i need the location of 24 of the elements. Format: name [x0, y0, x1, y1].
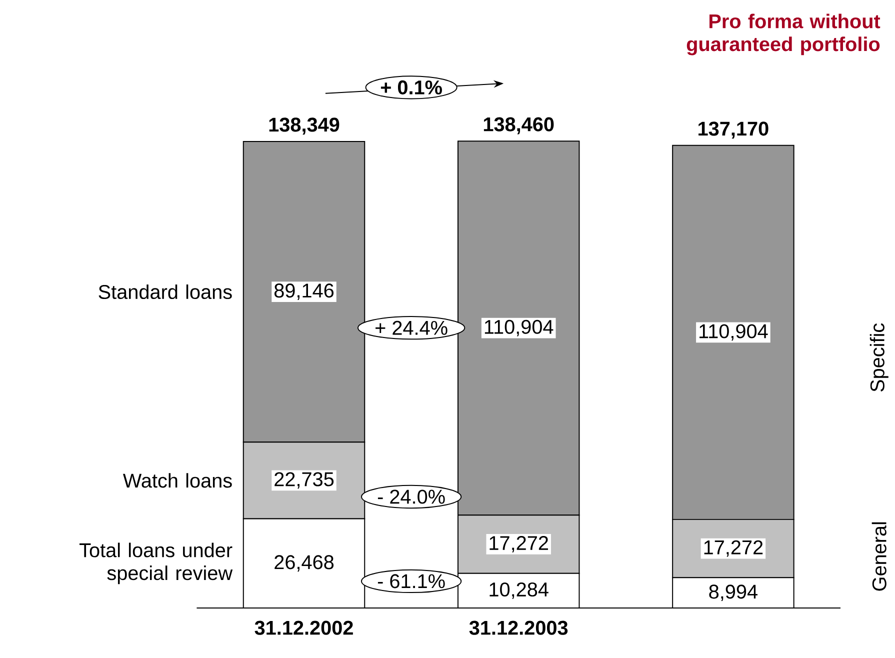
- data-label: 8,994: [709, 584, 758, 602]
- x-tick-label: 31.12.2003: [469, 620, 568, 636]
- text: Specific: [870, 324, 888, 392]
- total-label: 138,349: [269, 118, 340, 135]
- total-label: 138,460: [484, 117, 554, 134]
- series-label: Watch loans: [122, 473, 232, 488]
- x-tick-label: 31.12.2002: [254, 620, 353, 636]
- text: + 0.1%: [380, 80, 442, 95]
- data-label: 89,146: [274, 284, 334, 300]
- data-label: 17,272: [490, 536, 548, 553]
- series-label: Standard loans: [98, 284, 232, 300]
- annotation: - 24.0%: [378, 490, 445, 504]
- series-label: Total loans under special review: [80, 542, 233, 584]
- total-label: 137,170: [698, 122, 768, 139]
- chart-title: Pro forma without guaranteed portfolio: [686, 14, 880, 56]
- text: General: [872, 522, 886, 591]
- data-label: 22,735: [274, 472, 334, 489]
- data-label: 110,904: [700, 324, 768, 341]
- annotation: + 24.4%: [376, 321, 448, 335]
- data-label: 10,284: [490, 582, 548, 600]
- data-label: 17,272: [704, 540, 763, 557]
- data-label: 26,468: [274, 555, 334, 572]
- annotation: - 61.1%: [378, 574, 445, 588]
- data-label: 110,904: [484, 320, 554, 336]
